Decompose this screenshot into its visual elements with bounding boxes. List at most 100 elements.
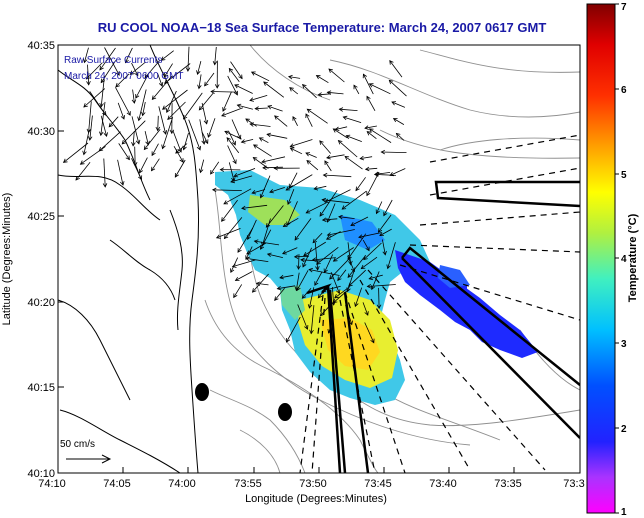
current-vector: [144, 60, 160, 78]
current-vector-head: [231, 263, 237, 268]
current-vector: [162, 116, 174, 149]
current-vector-head: [383, 211, 388, 217]
current-vector: [312, 257, 336, 261]
current-vector: [316, 75, 329, 84]
colorbar-tick: 4: [621, 254, 627, 265]
current-vector: [302, 247, 312, 268]
current-vector: [172, 130, 182, 153]
current-vector: [183, 92, 203, 120]
current-vector-head: [329, 275, 334, 280]
current-vector: [134, 146, 136, 166]
current-vector: [335, 126, 348, 130]
current-vector: [131, 158, 142, 180]
current-vector-head: [175, 149, 180, 154]
current-vector-head: [179, 158, 184, 163]
current-vector: [300, 259, 322, 262]
current-vector-head: [377, 228, 383, 233]
current-vector: [316, 246, 339, 265]
current-vector: [84, 47, 89, 63]
current-vector: [251, 71, 270, 82]
colorbar-tick: 6: [621, 85, 627, 96]
current-vector: [362, 302, 369, 316]
current-vector: [282, 247, 298, 255]
current-vector-head: [289, 143, 295, 148]
current-vector-head: [326, 154, 331, 160]
current-vector-head: [358, 234, 363, 239]
current-vector: [307, 108, 328, 124]
current-vector-head: [160, 56, 166, 61]
current-vector: [326, 154, 345, 159]
current-vector-head: [231, 140, 236, 146]
current-vector: [262, 166, 283, 169]
current-vector-head: [392, 118, 398, 123]
current-vector: [355, 177, 366, 191]
current-vector: [224, 217, 243, 239]
current-vector: [260, 229, 272, 250]
colorbar-tick: 5: [621, 170, 627, 181]
current-vector: [290, 147, 303, 155]
current-vector-head: [115, 82, 120, 88]
current-vector: [333, 289, 349, 304]
x-tick-label: 73:40: [429, 478, 457, 490]
current-vector: [131, 62, 139, 76]
current-vector-head: [212, 60, 218, 66]
current-vector: [167, 101, 186, 120]
current-vector: [214, 46, 217, 65]
current-vector: [288, 76, 301, 79]
current-vector-head: [166, 108, 171, 114]
current-vector: [144, 131, 149, 145]
current-vector: [345, 304, 353, 325]
current-vector: [259, 137, 269, 144]
current-vector-head: [99, 131, 104, 137]
current-vector: [305, 113, 313, 127]
current-vector: [108, 116, 119, 128]
current-vector-head: [364, 166, 370, 172]
y-axis-label: Latitude (Degrees:Minutes): [1, 193, 13, 326]
current-vector-head: [305, 209, 311, 214]
current-vector: [378, 287, 380, 309]
current-vector-head: [344, 155, 350, 161]
current-vector: [183, 132, 189, 150]
current-vector-head: [305, 113, 310, 119]
current-vector: [115, 87, 131, 116]
current-vector: [245, 118, 257, 127]
current-vector: [211, 91, 238, 93]
current-vector: [151, 143, 159, 156]
current-vector-head: [338, 107, 344, 112]
current-vector: [337, 269, 347, 281]
y-tick-label: 40:25: [27, 211, 55, 223]
current-vector-head: [174, 172, 179, 178]
current-vector-head: [314, 281, 319, 286]
current-vector-head: [266, 252, 272, 257]
current-vector-head: [255, 281, 261, 287]
marker-dot: [278, 403, 292, 421]
current-vector: [83, 129, 90, 155]
current-vector: [175, 143, 188, 154]
current-vector-head: [125, 155, 130, 161]
current-vector-head: [312, 238, 318, 244]
current-vector-head: [196, 145, 201, 151]
current-vector-head: [262, 165, 267, 170]
current-vector-head: [317, 92, 323, 97]
current-vector-head: [167, 115, 172, 120]
current-vector: [283, 217, 299, 227]
current-vector-head: [313, 185, 319, 191]
current-vector: [231, 119, 241, 139]
scale-label: 50 cm/s: [60, 439, 95, 450]
current-vector: [289, 87, 299, 95]
current-vector: [204, 72, 215, 87]
current-vector-head: [347, 254, 352, 260]
current-vector: [362, 239, 370, 251]
current-vector-head: [162, 130, 168, 135]
current-vector-head: [296, 265, 301, 270]
current-vector: [233, 168, 256, 177]
current-vector-head: [274, 115, 279, 120]
current-vector: [100, 115, 107, 137]
current-vector: [89, 115, 93, 141]
current-vector-head: [306, 160, 311, 165]
current-vector: [292, 116, 298, 126]
current-vector: [100, 60, 117, 83]
current-vector-head: [204, 139, 209, 145]
current-vector-head: [382, 250, 387, 256]
current-vector-head: [129, 70, 135, 75]
